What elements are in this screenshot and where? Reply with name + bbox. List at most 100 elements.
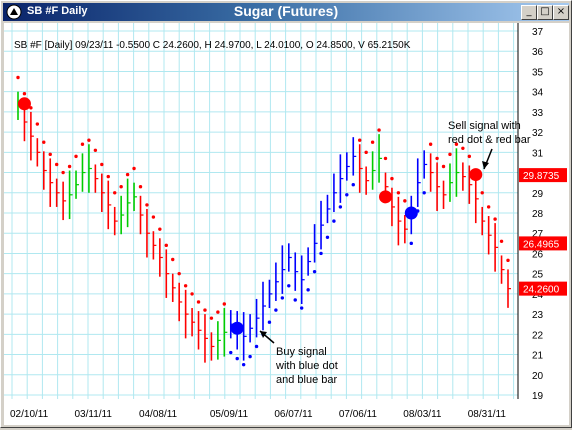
stop-dot (190, 292, 194, 296)
x-tick-label: 08/03/11 (403, 409, 442, 420)
stop-dot (390, 176, 394, 181)
stop-dot (293, 298, 297, 302)
y-tick-label: 34 (532, 88, 544, 99)
buy-annotation-line-3: and blue bar (276, 374, 337, 386)
stop-dot (54, 162, 59, 167)
stop-dot (132, 166, 136, 171)
stop-dot (248, 354, 252, 359)
stop-dot (480, 191, 484, 195)
stop-dot (325, 235, 330, 239)
y-tick-label: 19 (532, 391, 544, 402)
y-tick-label: 26 (532, 249, 544, 260)
stop-dot (229, 350, 233, 355)
minimize-icon: _ (526, 6, 532, 17)
stop-dot (409, 241, 413, 246)
stop-dot (461, 146, 465, 150)
y-tick-label: 21 (532, 351, 544, 362)
stop-dot (441, 164, 446, 169)
x-tick-label: 02/10/11 (10, 409, 49, 420)
stop-dot (280, 296, 285, 300)
price-chart[interactable]: 1920212223242526272829303132333435363702… (4, 23, 569, 425)
y-tick-label: 31 (532, 148, 544, 159)
y-tick-label: 32 (532, 128, 544, 139)
sell-signal-dot (469, 168, 483, 182)
price-tag (519, 236, 567, 251)
stop-dot (345, 193, 349, 197)
sell-signal-dot (17, 97, 31, 111)
stop-dot (209, 316, 214, 320)
sell-annotation-line-2: red dot & red bar (448, 134, 531, 146)
stop-dot (332, 219, 336, 223)
stop-dot (267, 320, 272, 324)
stop-dot (274, 308, 278, 312)
y-tick-label: 29 (532, 189, 544, 200)
stop-dot (87, 138, 91, 142)
chart-title: Sugar (Futures) (233, 3, 339, 19)
buy-annotation-line-2: with blue dot (275, 360, 338, 372)
y-tick-label: 36 (532, 47, 544, 58)
stop-dot (138, 185, 143, 189)
stop-dot (100, 162, 104, 167)
price-tag (519, 168, 567, 183)
stop-dot (235, 356, 239, 361)
stop-dot (358, 138, 362, 142)
stop-dot (383, 156, 388, 161)
buy-arrowhead (260, 331, 267, 338)
y-tick-label: 35 (532, 67, 544, 78)
y-tick-label: 25 (532, 270, 544, 281)
stop-dot (319, 251, 323, 256)
stop-dot (125, 172, 130, 177)
stop-dot (171, 257, 175, 262)
app-icon (6, 4, 22, 20)
stop-dot (113, 191, 117, 195)
x-tick-label: 05/09/11 (210, 409, 249, 420)
stop-dot (106, 174, 110, 179)
stop-dot (403, 199, 407, 203)
info-line: SB #F [Daily] 09/23/11 -0.5500 C 24.2600… (14, 40, 411, 51)
stop-dot (164, 243, 168, 248)
stop-dot (93, 148, 98, 153)
close-icon: × (556, 6, 566, 17)
stop-dot (74, 154, 78, 159)
stop-dot (287, 284, 291, 288)
stop-dot (158, 227, 162, 231)
sell-annotation: Sell signal with red dot & red bar (448, 120, 531, 170)
buy-signal-dot (230, 321, 244, 335)
stop-dot (428, 142, 433, 146)
stop-dot (454, 142, 459, 146)
stop-dot (119, 185, 123, 189)
window-title: SB #F Daily (27, 5, 88, 17)
stop-dot (177, 271, 181, 276)
stop-dot (351, 182, 355, 187)
stop-dot (216, 310, 220, 314)
stop-dot (196, 300, 201, 304)
maximize-button[interactable]: □ (537, 5, 553, 20)
stop-dot (35, 122, 40, 126)
y-tick-label: 33 (532, 108, 544, 119)
chart-area[interactable]: 1920212223242526272829303132333435363702… (4, 23, 569, 425)
stop-dot (396, 191, 401, 195)
stop-dot (493, 217, 497, 221)
stop-dot (506, 258, 510, 263)
minimize-button[interactable]: _ (521, 5, 537, 20)
stop-dot (422, 191, 426, 195)
price-tag-label: 26.4965 (523, 239, 560, 250)
stop-dot (299, 306, 304, 310)
stop-dot (467, 154, 472, 159)
maximize-icon: □ (540, 6, 550, 17)
stop-dot (486, 205, 491, 209)
y-tick-label: 37 (532, 27, 544, 38)
stop-dot (145, 203, 149, 207)
y-tick-label: 27 (532, 229, 544, 240)
stop-dot (377, 128, 381, 132)
buy-annotation-line-1: Buy signal (276, 346, 327, 358)
title-bar[interactable]: SB #F Daily Sugar (Futures) _ □ × (3, 3, 569, 21)
close-button[interactable]: × (553, 5, 569, 20)
stop-dot (203, 308, 207, 312)
stop-dot (499, 239, 504, 244)
sell-signal-dot (379, 190, 392, 204)
stop-dot (435, 156, 439, 161)
x-tick-label: 07/06/11 (339, 409, 378, 420)
stop-dot (80, 142, 85, 146)
